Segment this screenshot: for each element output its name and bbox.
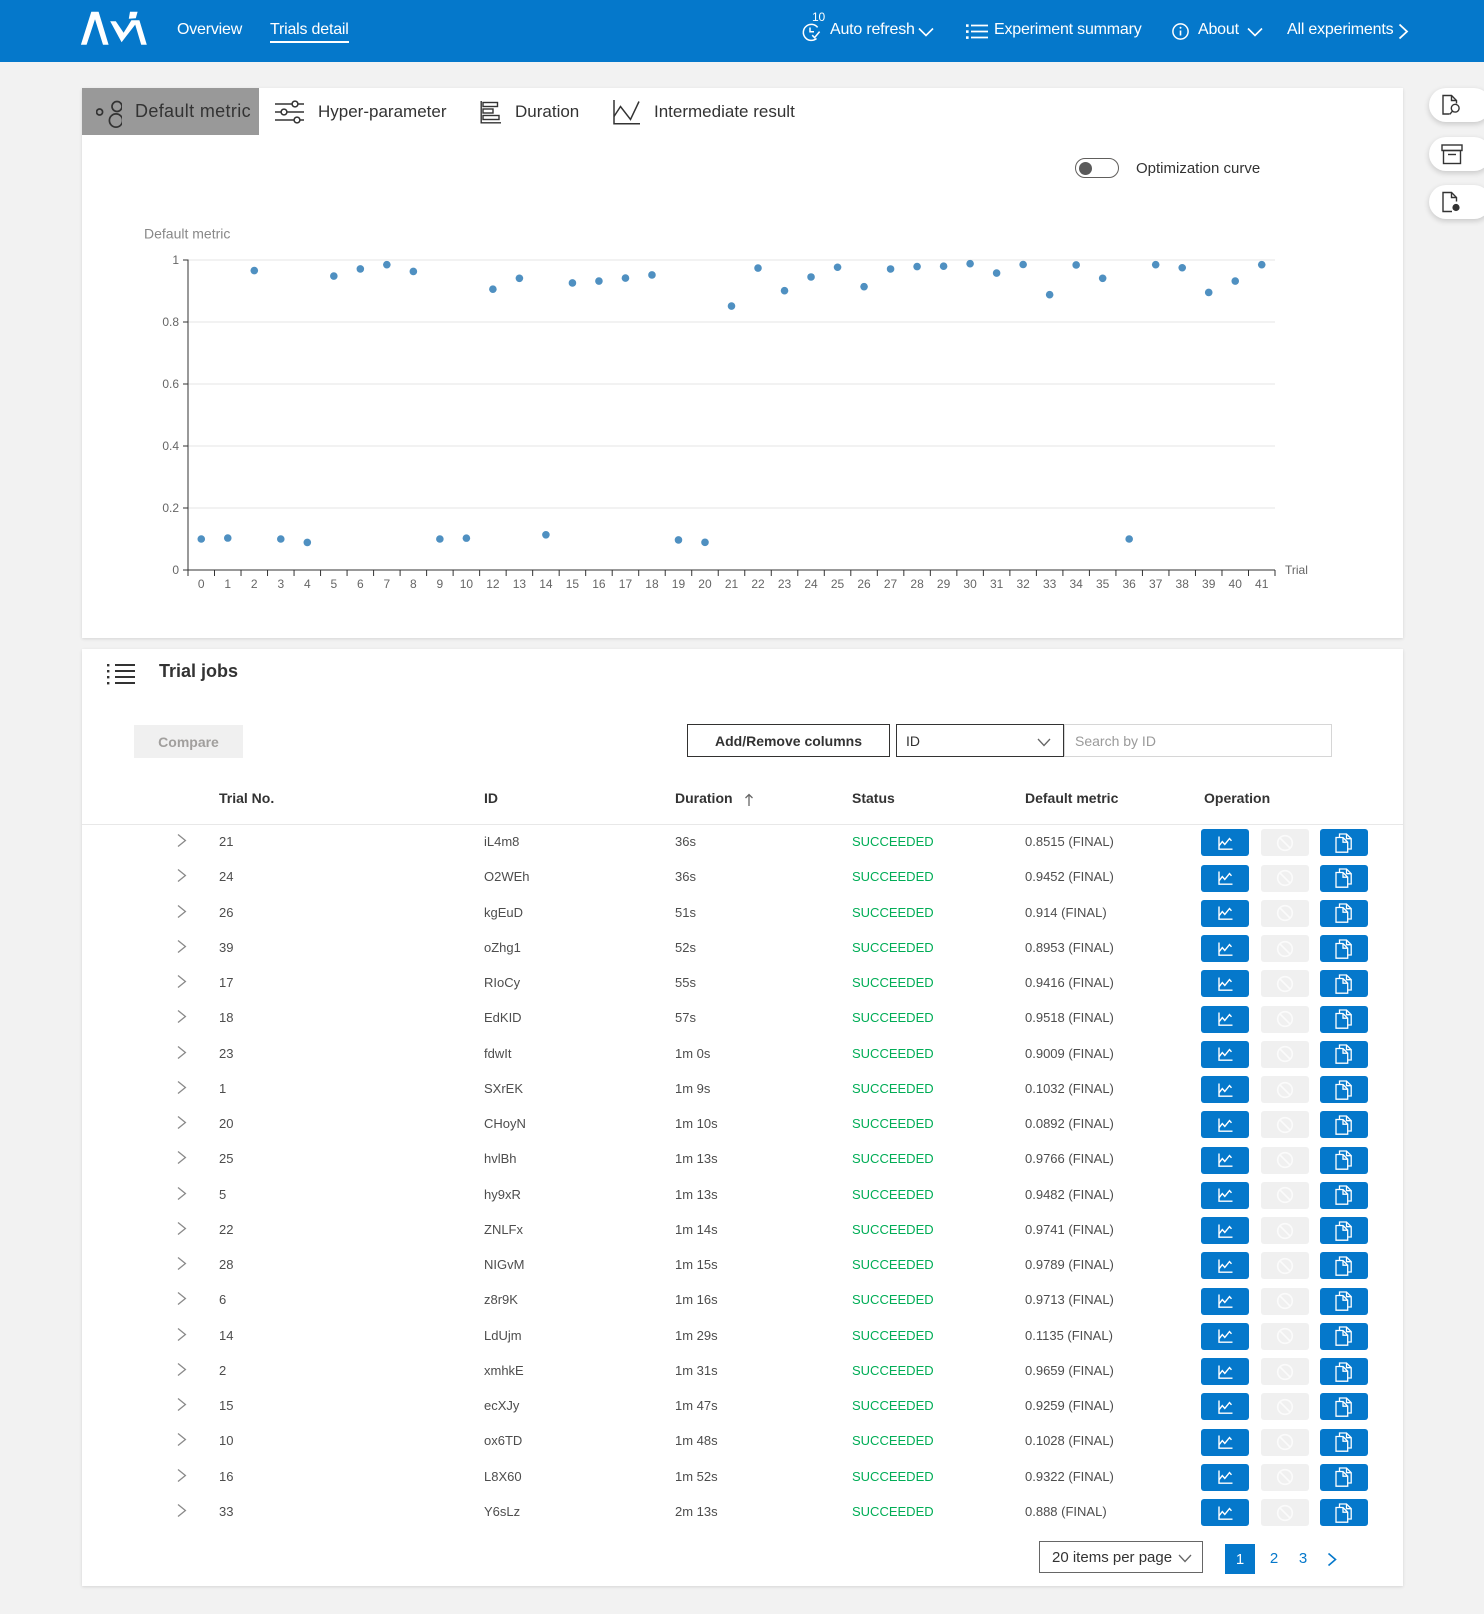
svg-text:41: 41: [1255, 577, 1269, 591]
svg-text:Trial: Trial: [1285, 563, 1308, 577]
svg-text:5: 5: [330, 577, 337, 591]
svg-text:2: 2: [251, 577, 258, 591]
svg-text:12: 12: [486, 577, 500, 591]
svg-text:14: 14: [539, 577, 553, 591]
svg-text:22: 22: [751, 577, 765, 591]
svg-text:36: 36: [1123, 577, 1137, 591]
svg-text:38: 38: [1176, 577, 1190, 591]
svg-text:27: 27: [884, 577, 898, 591]
svg-text:6: 6: [357, 577, 364, 591]
svg-text:31: 31: [990, 577, 1004, 591]
svg-text:0: 0: [172, 563, 179, 577]
svg-text:3: 3: [277, 577, 284, 591]
svg-text:1: 1: [172, 253, 179, 267]
svg-text:32: 32: [1016, 577, 1030, 591]
svg-text:34: 34: [1069, 577, 1083, 591]
svg-text:0.6: 0.6: [162, 377, 179, 391]
svg-text:16: 16: [592, 577, 606, 591]
svg-text:17: 17: [619, 577, 633, 591]
svg-text:20: 20: [698, 577, 712, 591]
svg-text:37: 37: [1149, 577, 1163, 591]
svg-text:0.8: 0.8: [162, 315, 179, 329]
svg-text:0: 0: [198, 577, 205, 591]
svg-text:0.2: 0.2: [162, 501, 179, 515]
svg-text:25: 25: [831, 577, 845, 591]
svg-text:35: 35: [1096, 577, 1110, 591]
svg-text:23: 23: [778, 577, 792, 591]
svg-text:Default metric: Default metric: [144, 226, 230, 242]
svg-text:4: 4: [304, 577, 311, 591]
svg-text:24: 24: [804, 577, 818, 591]
svg-text:26: 26: [857, 577, 871, 591]
svg-text:8: 8: [410, 577, 417, 591]
svg-text:21: 21: [725, 577, 739, 591]
svg-text:30: 30: [963, 577, 977, 591]
svg-text:29: 29: [937, 577, 951, 591]
svg-text:10: 10: [460, 577, 474, 591]
svg-text:15: 15: [566, 577, 580, 591]
svg-text:1: 1: [224, 577, 231, 591]
svg-text:13: 13: [513, 577, 527, 591]
svg-text:33: 33: [1043, 577, 1057, 591]
svg-text:7: 7: [383, 577, 390, 591]
svg-text:19: 19: [672, 577, 686, 591]
svg-text:39: 39: [1202, 577, 1216, 591]
svg-text:9: 9: [437, 577, 444, 591]
svg-text:28: 28: [910, 577, 924, 591]
svg-text:40: 40: [1229, 577, 1243, 591]
svg-text:18: 18: [645, 577, 659, 591]
svg-text:0.4: 0.4: [162, 439, 179, 453]
